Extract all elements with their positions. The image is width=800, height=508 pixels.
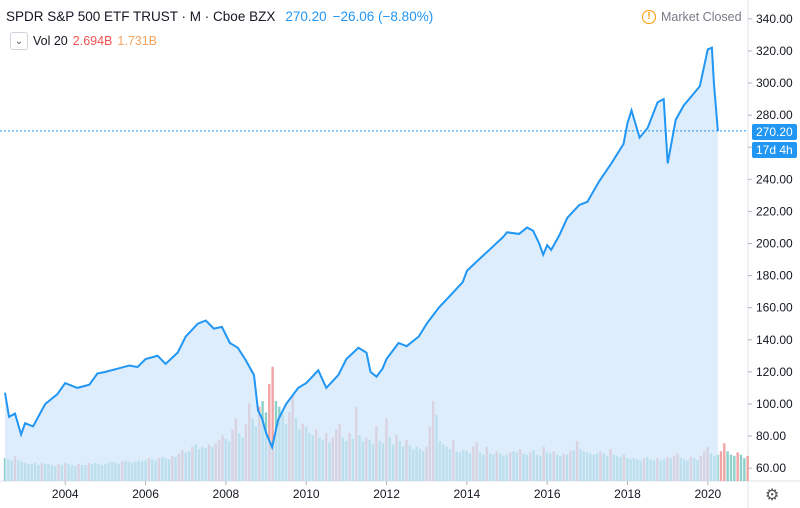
chart-header: SPDR S&P 500 ETF TRUST · M · Cboe BZX 27…: [6, 9, 433, 24]
volume-legend: ⌄ Vol 20 2.694B 1.731B: [10, 32, 157, 50]
volume-ma-value: 1.731B: [117, 34, 158, 48]
chevron-down-icon[interactable]: ⌄: [10, 32, 28, 50]
y-tick-label: 160.00: [756, 301, 793, 315]
y-tick-label: 100.00: [756, 397, 793, 411]
volume-bar: [268, 383, 271, 481]
volume-bar: [743, 458, 746, 481]
countdown-badge: 17d 4h: [752, 142, 797, 158]
volume-bar: [736, 452, 739, 481]
price-axis[interactable]: 60.00 80.00 100.00 120.00 140.00 160.00 180.00…: [748, 12, 793, 475]
volume-bar: [726, 451, 729, 481]
last-price: 270.20: [285, 9, 327, 24]
x-tick-label: 2014: [454, 487, 481, 501]
x-tick-label: 2012: [373, 487, 400, 501]
y-tick-label: 320.00: [756, 44, 793, 58]
x-tick-label: 2018: [614, 487, 641, 501]
symbol-title[interactable]: SPDR S&P 500 ETF TRUST · M · Cboe BZX: [6, 9, 276, 24]
volume-label[interactable]: Vol 20: [33, 34, 68, 48]
y-tick-label: 240.00: [756, 172, 793, 186]
market-status: ! Market Closed: [642, 10, 742, 24]
volume-bar: [723, 443, 726, 481]
volume-bar: [729, 454, 733, 481]
y-tick-label: 140.00: [756, 333, 793, 347]
volume-bar: [271, 366, 274, 481]
volume-value: 2.694B: [72, 34, 113, 48]
x-tick-label: 2004: [52, 487, 79, 501]
time-axis[interactable]: 2004 2006 2008 2010 2012 2014 2016 2018 2020: [52, 481, 722, 501]
volume-bar: [746, 455, 749, 481]
alert-circle-icon: !: [642, 10, 656, 24]
price-area: [5, 47, 718, 481]
x-tick-label: 2016: [534, 487, 561, 501]
y-tick-label: 180.00: [756, 269, 793, 283]
volume-bar: [719, 451, 723, 481]
market-status-text: Market Closed: [661, 10, 742, 24]
price-line: [4, 46, 719, 451]
y-tick-label: 60.00: [756, 461, 786, 475]
x-tick-label: 2008: [213, 487, 240, 501]
x-tick-label: 2006: [132, 487, 159, 501]
volume-bar: [739, 454, 743, 481]
y-tick-label: 120.00: [756, 365, 793, 379]
y-tick-label: 300.00: [756, 76, 793, 90]
y-tick-label: 80.00: [756, 429, 786, 443]
gear-icon[interactable]: ⚙: [765, 487, 780, 504]
y-tick-label: 280.00: [756, 108, 793, 122]
volume-bar: [733, 455, 736, 481]
y-tick-label: 220.00: [756, 204, 793, 218]
y-tick-label: 200.00: [756, 237, 793, 251]
price-change: −26.06 (−8.80%): [332, 9, 434, 24]
x-tick-label: 2010: [293, 487, 320, 501]
y-tick-label: 340.00: [756, 12, 793, 26]
last-price-badge: 270.20: [752, 124, 797, 140]
x-tick-label: 2020: [694, 487, 721, 501]
